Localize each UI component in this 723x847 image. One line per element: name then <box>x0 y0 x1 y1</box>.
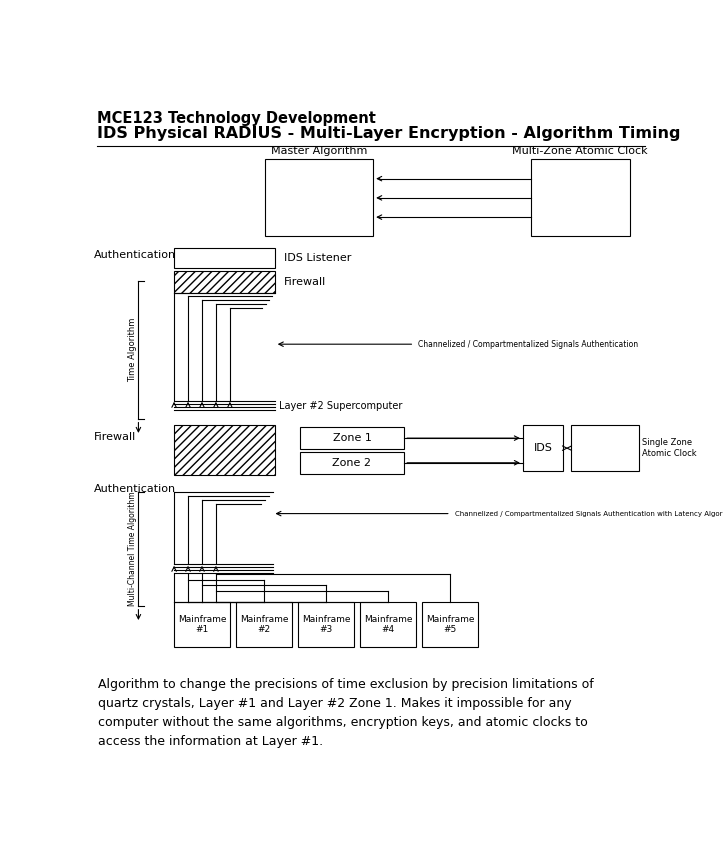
Text: Zone 1: Zone 1 <box>333 433 372 443</box>
Text: Multi-Zone Atomic Clock: Multi-Zone Atomic Clock <box>513 147 648 157</box>
Bar <box>298 602 354 647</box>
Text: IDS Physical RADIUS - Multi-Layer Encryption - Algorithm Timing: IDS Physical RADIUS - Multi-Layer Encryp… <box>97 126 680 141</box>
Bar <box>236 602 292 647</box>
Text: Authentication: Authentication <box>94 250 176 260</box>
Text: Layer #2 Supercomputer: Layer #2 Supercomputer <box>278 401 402 411</box>
Text: Mainframe
#3: Mainframe #3 <box>301 615 350 634</box>
Bar <box>422 602 478 647</box>
Text: Authentication: Authentication <box>94 484 176 494</box>
Text: Firewall: Firewall <box>284 277 326 287</box>
Text: Multi-Channel Time Algorithm: Multi-Channel Time Algorithm <box>128 492 137 606</box>
Bar <box>265 159 373 236</box>
Bar <box>531 159 630 236</box>
Text: Channelized / Compartmentalized Signals Authentication: Channelized / Compartmentalized Signals … <box>418 340 638 349</box>
Bar <box>299 428 404 449</box>
Text: Time Algorithm: Time Algorithm <box>128 318 137 382</box>
Text: Zone 2: Zone 2 <box>333 457 372 468</box>
Text: MCE123 Technology Development: MCE123 Technology Development <box>97 111 375 126</box>
Text: Mainframe
#2: Mainframe #2 <box>240 615 288 634</box>
Bar <box>174 271 275 292</box>
Bar <box>571 425 639 471</box>
Text: Mainframe
#1: Mainframe #1 <box>178 615 226 634</box>
Text: IDS Listener: IDS Listener <box>284 253 351 263</box>
Text: Mainframe
#5: Mainframe #5 <box>426 615 474 634</box>
Text: Mainframe
#4: Mainframe #4 <box>364 615 412 634</box>
Bar <box>174 425 275 475</box>
Text: Single Zone
Atomic Clock: Single Zone Atomic Clock <box>642 439 697 458</box>
Text: Firewall: Firewall <box>94 432 137 441</box>
Bar <box>174 248 275 268</box>
Text: IDS: IDS <box>534 443 552 453</box>
Bar <box>174 602 230 647</box>
Bar <box>299 452 404 473</box>
Bar <box>523 425 563 471</box>
Text: Master Algorithm: Master Algorithm <box>271 147 367 157</box>
Text: Algorithm to change the precisions of time exclusion by precision limitations of: Algorithm to change the precisions of ti… <box>98 678 594 748</box>
Bar <box>360 602 416 647</box>
Text: Channelized / Compartmentalized Signals Authentication with Latency Algorithm De: Channelized / Compartmentalized Signals … <box>455 511 723 517</box>
